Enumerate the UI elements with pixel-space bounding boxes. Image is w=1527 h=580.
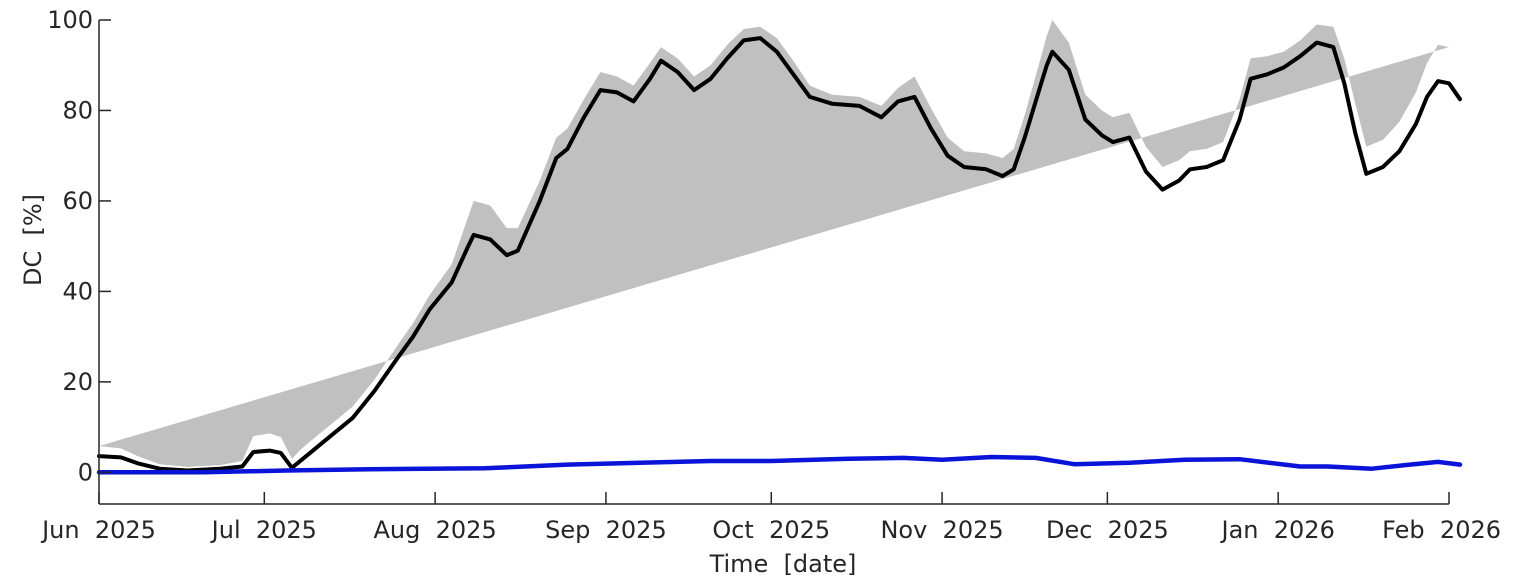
x-tick-label: Oct 2025 [712, 516, 830, 544]
x-tick-label: Jan 2026 [1220, 516, 1335, 544]
y-tick-label: 0 [78, 458, 93, 486]
series-lines [96, 36, 1463, 475]
x-tick-label: Feb 2026 [1382, 516, 1501, 544]
y-tick-label: 60 [62, 187, 93, 215]
x-tick-label: Nov 2025 [880, 516, 1003, 544]
series-2-line [96, 454, 1463, 475]
series-1-line [97, 36, 1462, 473]
x-tick-label: Jul 2025 [210, 516, 317, 544]
y-tick-label: 20 [62, 368, 93, 396]
x-axis-title: Time [date] [709, 550, 857, 578]
y-tick-label: 40 [62, 277, 93, 305]
y-tick-label: 80 [62, 96, 93, 124]
y-tick-label: 100 [47, 6, 93, 34]
axes: 0 20 40 60 80 100 Jun 2025 Jul 2025 Aug 2025 Sep … [40, 6, 1501, 544]
series-1-uncertainty-band [99, 20, 1449, 467]
y-axis-title: DC [%] [19, 194, 47, 286]
x-tick-label: Aug 2025 [374, 516, 497, 544]
x-tick-label: Sep 2025 [545, 516, 667, 544]
confidence-bands [99, 20, 1449, 467]
x-tick-label: Dec 2025 [1046, 516, 1169, 544]
x-tick-label: Jun 2025 [40, 516, 156, 544]
